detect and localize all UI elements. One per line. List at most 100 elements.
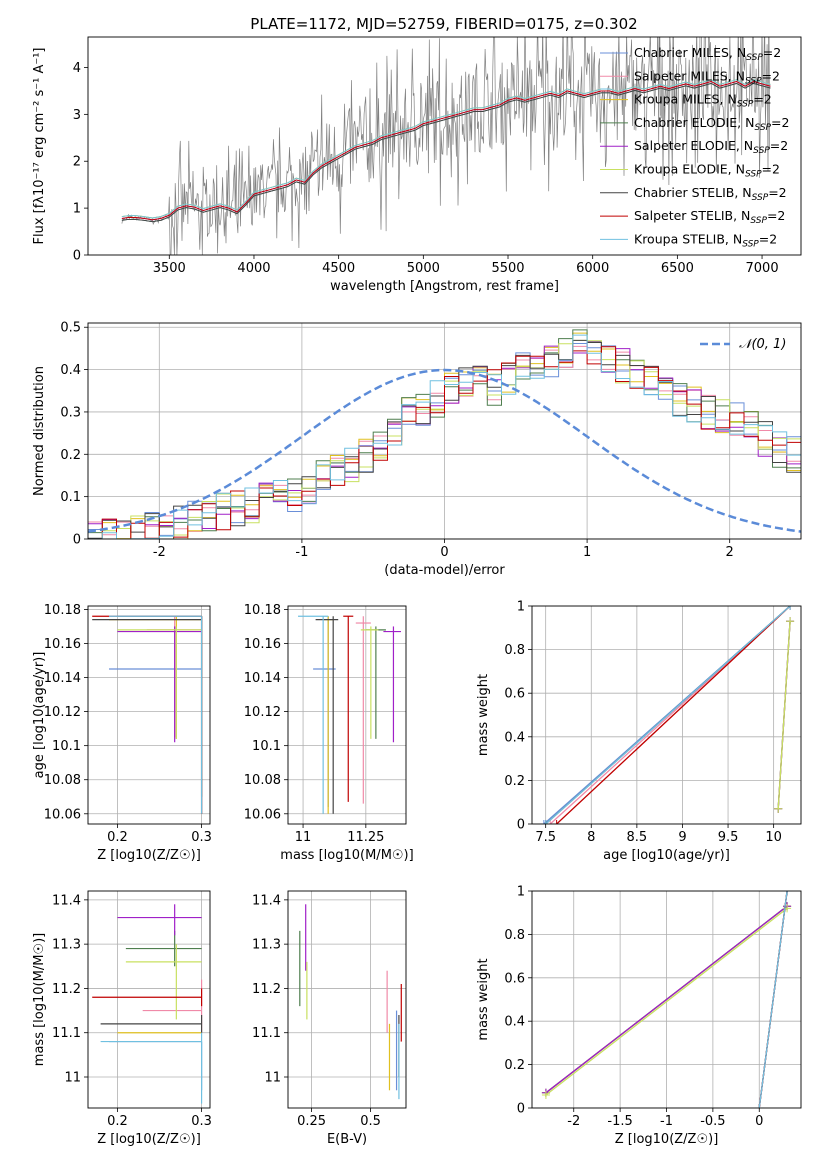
mass-weight-marker [546, 820, 555, 824]
legend: 𝒩(0, 1) [700, 337, 786, 352]
mass-weight-line [556, 606, 791, 824]
x-tick-label: 10 [765, 830, 782, 845]
plot-area [532, 891, 801, 1108]
x-tick-label: -2 [567, 1114, 580, 1129]
x-tick-label: -2 [153, 545, 166, 560]
mass-weight-marker [755, 1104, 764, 1108]
y-tick-label: 0.4 [504, 1015, 525, 1030]
panel-age-vs-Z: 0.2 0.3 10.06 10.08 10.1 10.12 10.14 10.16 10.18… [32, 603, 212, 863]
model-line-chabrier-stelib [121, 82, 771, 223]
axes-frame [287, 890, 407, 1109]
model-line-kroupa-stelib [121, 79, 771, 219]
mass-weight-marker [786, 617, 795, 626]
y-tick-label: 11.1 [252, 1026, 281, 1041]
errorbar-point [383, 626, 401, 743]
y-tick-label: 11.4 [252, 893, 281, 908]
y-tick-label: 11.1 [52, 1026, 81, 1041]
legend-entry: Chabrier ELODIE, NSSP=2 [634, 115, 789, 133]
x-tick-label: -1.5 [607, 1114, 632, 1129]
errorbar-point [109, 615, 203, 814]
errorbar-point [92, 616, 203, 814]
histogram-salpeter-stelib [88, 346, 801, 539]
errorbar-point [117, 626, 202, 743]
y-tick-label: 10.08 [44, 773, 81, 788]
y-tick-label: 10.14 [244, 671, 281, 686]
errorbar-point [92, 988, 203, 1007]
y-tick-label: 2 [73, 155, 81, 170]
x-tick-label: 7000 [746, 261, 779, 276]
y-tick-label: 11.3 [52, 938, 81, 953]
mass-weight-marker [786, 606, 795, 610]
panel-mass-weight-vs-Z: -2 -1.5 -1 -0.5 0 0 0.2 0.4 0.6 0.8 1 Z [log10(Z/Z☉… [476, 885, 802, 1147]
y-tick-label: 10.16 [244, 637, 281, 652]
mass-weight-line [545, 606, 791, 824]
y-tick-label: 4 [73, 61, 81, 76]
x-tick-label: 0.25 [297, 1114, 326, 1129]
axes-frame [531, 605, 802, 825]
x-tick-label: 6500 [661, 261, 694, 276]
y-tick-label: 11.2 [52, 982, 81, 997]
y-tick-label: 10.18 [244, 603, 281, 618]
plot-area [288, 891, 406, 1108]
errorbar-point [117, 626, 202, 739]
x-tick-label: 7.5 [535, 830, 556, 845]
plot-area [88, 606, 210, 824]
errorbar-point [125, 944, 202, 1020]
y-tick-label: 0.2 [504, 1058, 525, 1073]
x-axis-label: age [log10(age/yr)] [603, 848, 730, 863]
y-tick-label: 0 [73, 533, 81, 548]
errorbar-point [100, 1015, 203, 1033]
mass-weight-marker [541, 1090, 550, 1099]
x-tick-label: 0 [440, 545, 448, 560]
x-tick-label: 5500 [491, 261, 524, 276]
errorbar-point [109, 1040, 203, 1091]
legend-entry: Salpeter STELIB, NSSP=2 [634, 208, 785, 226]
y-tick-label: 1 [517, 885, 525, 900]
errorbar-point [360, 626, 379, 739]
x-tick-label: 4000 [237, 261, 270, 276]
y-tick-label: 0.6 [504, 687, 525, 702]
x-tick-label: 9 [678, 830, 686, 845]
y-tick-label: 0.2 [60, 448, 81, 463]
x-axis-label: Z [log10(Z/Z☉)] [615, 1132, 719, 1147]
y-tick-label: 1 [73, 202, 81, 217]
y-tick-label: 10.16 [44, 637, 81, 652]
spectrum-data-line [121, 37, 771, 255]
y-tick-label: 0 [517, 818, 525, 833]
y-tick-label: 10.06 [44, 807, 81, 822]
y-tick-label: 0.3 [60, 405, 81, 420]
x-tick-label: -1 [660, 1114, 673, 1129]
plot-area [288, 606, 406, 824]
y-tick-label: 10.12 [44, 705, 81, 720]
y-axis-label: mass weight [476, 958, 491, 1040]
x-tick-label: 11.25 [347, 830, 384, 845]
y-tick-label: 0 [73, 249, 81, 264]
y-tick-label: 0.4 [60, 363, 81, 378]
errorbar-point [323, 616, 334, 814]
y-tick-label: 3 [73, 108, 81, 123]
y-axis-label: Flux [fλ10⁻¹⁷ erg cm⁻² s⁻¹ A⁻¹] [32, 48, 47, 245]
y-axis-label: Normed distribution [32, 366, 47, 496]
plot-area [121, 37, 771, 255]
y-axis-label: mass [log10(M/M☉)] [32, 933, 47, 1066]
y-tick-label: 10.06 [244, 807, 281, 822]
mass-weight-marker [539, 820, 548, 824]
x-tick-label: 8.5 [627, 830, 648, 845]
mass-weight-marker [541, 820, 550, 824]
x-axis-label: (data-model)/error [384, 563, 505, 578]
y-tick-label: 10.08 [244, 773, 281, 788]
y-axis-label: age [log10(age/yr)] [32, 652, 47, 779]
x-tick-label: 5000 [407, 261, 440, 276]
x-tick-label: 0.3 [191, 830, 212, 845]
y-tick-label: 1 [517, 600, 525, 615]
x-tick-label: 0.2 [107, 1114, 128, 1129]
x-tick-label: 0.3 [191, 1114, 212, 1129]
axes-frame [87, 605, 211, 825]
y-tick-label: 0.1 [60, 490, 81, 505]
legend-entry: Chabrier MILES, NSSP=2 [634, 45, 781, 63]
axes-frame [287, 605, 407, 825]
errorbar-point [343, 615, 354, 802]
x-tick-label: 0.2 [107, 830, 128, 845]
y-tick-label: 10.12 [244, 705, 281, 720]
